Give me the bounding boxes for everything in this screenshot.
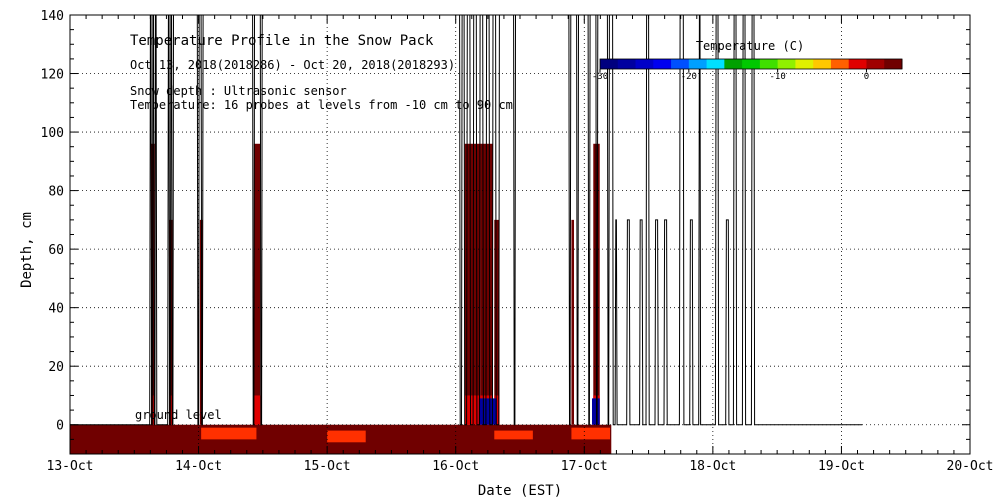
y-tick-label-1: 20 [48, 360, 64, 375]
cold-patch-0 [478, 398, 497, 425]
x-tick-label-5: 18-Oct [689, 459, 736, 474]
temperature-column-base-4 [464, 395, 481, 425]
x-tick-label-0: 13-Oct [47, 459, 94, 474]
x-tick-label-2: 15-Oct [304, 459, 351, 474]
colorbar-swatch-9 [759, 59, 779, 69]
temperature-column-3 [253, 143, 261, 425]
warm-lens-1 [327, 430, 366, 443]
colorbar-frame [599, 58, 903, 70]
x-tick-label-6: 19-Oct [818, 459, 865, 474]
temperature-column-base-0 [151, 395, 155, 425]
colorbar-tick-label-3: 0 [864, 72, 869, 82]
note-snow-depth: Snow depth : Ultrasonic sensor [130, 84, 347, 98]
colorbar-swatch-8 [742, 59, 761, 69]
colorbar-swatch-13 [830, 59, 850, 69]
chart-title: Temperature Profile in the Snow Pack [130, 33, 434, 49]
colorbar-swatch-0 [600, 59, 619, 69]
colorbar-swatch-10 [777, 59, 796, 69]
colorbar-swatch-1 [617, 59, 637, 69]
colorbar-swatch-11 [795, 59, 814, 69]
colorbar-swatch-3 [653, 59, 672, 69]
colorbar-tick-label-2: -10 [770, 72, 786, 82]
y-axis-label: Depth, cm [19, 212, 35, 288]
temperature-column-base-1 [169, 395, 173, 425]
colorbar-swatch-7 [724, 59, 743, 69]
y-tick-label-3: 60 [48, 243, 64, 258]
annotations: Temperature Profile in the Snow Pack Oct… [19, 33, 804, 499]
colorbar-swatch-5 [688, 59, 708, 69]
colorbar-label: Temperature (C) [696, 39, 804, 53]
note-temperature: Temperature: 16 probes at levels from -1… [130, 98, 513, 112]
colorbar-tick-label-0: -30 [592, 72, 608, 82]
colorbar: -30 -20 -10 0 [592, 58, 903, 82]
warm-lens-0 [201, 427, 257, 440]
colorbar-swatch-12 [813, 59, 832, 69]
grid-layer [70, 15, 970, 454]
x-tick-label-4: 17-Oct [561, 459, 608, 474]
colorbar-swatch-14 [848, 59, 867, 69]
colorbar-tick-label-1: -20 [681, 72, 697, 82]
ground-level-label: ground level [135, 408, 222, 422]
x-tick-label-1: 14-Oct [175, 459, 222, 474]
colorbar-swatch-6 [706, 59, 725, 69]
x-tick-label-3: 16-Oct [432, 459, 479, 474]
plot-frame [69, 14, 971, 455]
warm-lens-3 [571, 427, 610, 440]
y-tick-label-2: 40 [48, 302, 64, 317]
x-tick-label-7: 20-Oct [947, 459, 994, 474]
axes-layer: 13-Oct 14-Oct 15-Oct 16-Oct 17-Oct 18-Oct 19-O… [41, 9, 994, 474]
y-tick-label-5: 100 [41, 126, 64, 141]
temperature-column-7 [571, 219, 574, 425]
y-tick-label-4: 80 [48, 185, 64, 200]
colorbar-swatch-16 [884, 59, 903, 69]
chart-subtitle: Oct 13, 2018(2018286) - Oct 20, 2018(201… [130, 58, 455, 72]
cold-patch-1 [592, 398, 600, 425]
colorbar-swatch-4 [671, 59, 690, 69]
x-axis-label: Date (EST) [478, 483, 562, 499]
y-tick-label-6: 120 [41, 68, 64, 83]
warm-lens-2 [494, 430, 533, 440]
y-tick-label-7: 140 [41, 9, 64, 24]
temperature-column-base-3 [253, 395, 261, 425]
colorbar-swatch-15 [866, 59, 885, 69]
y-tick-label-0: 0 [56, 419, 64, 434]
colorbar-swatch-2 [635, 59, 654, 69]
temperature-column-6 [494, 219, 500, 425]
